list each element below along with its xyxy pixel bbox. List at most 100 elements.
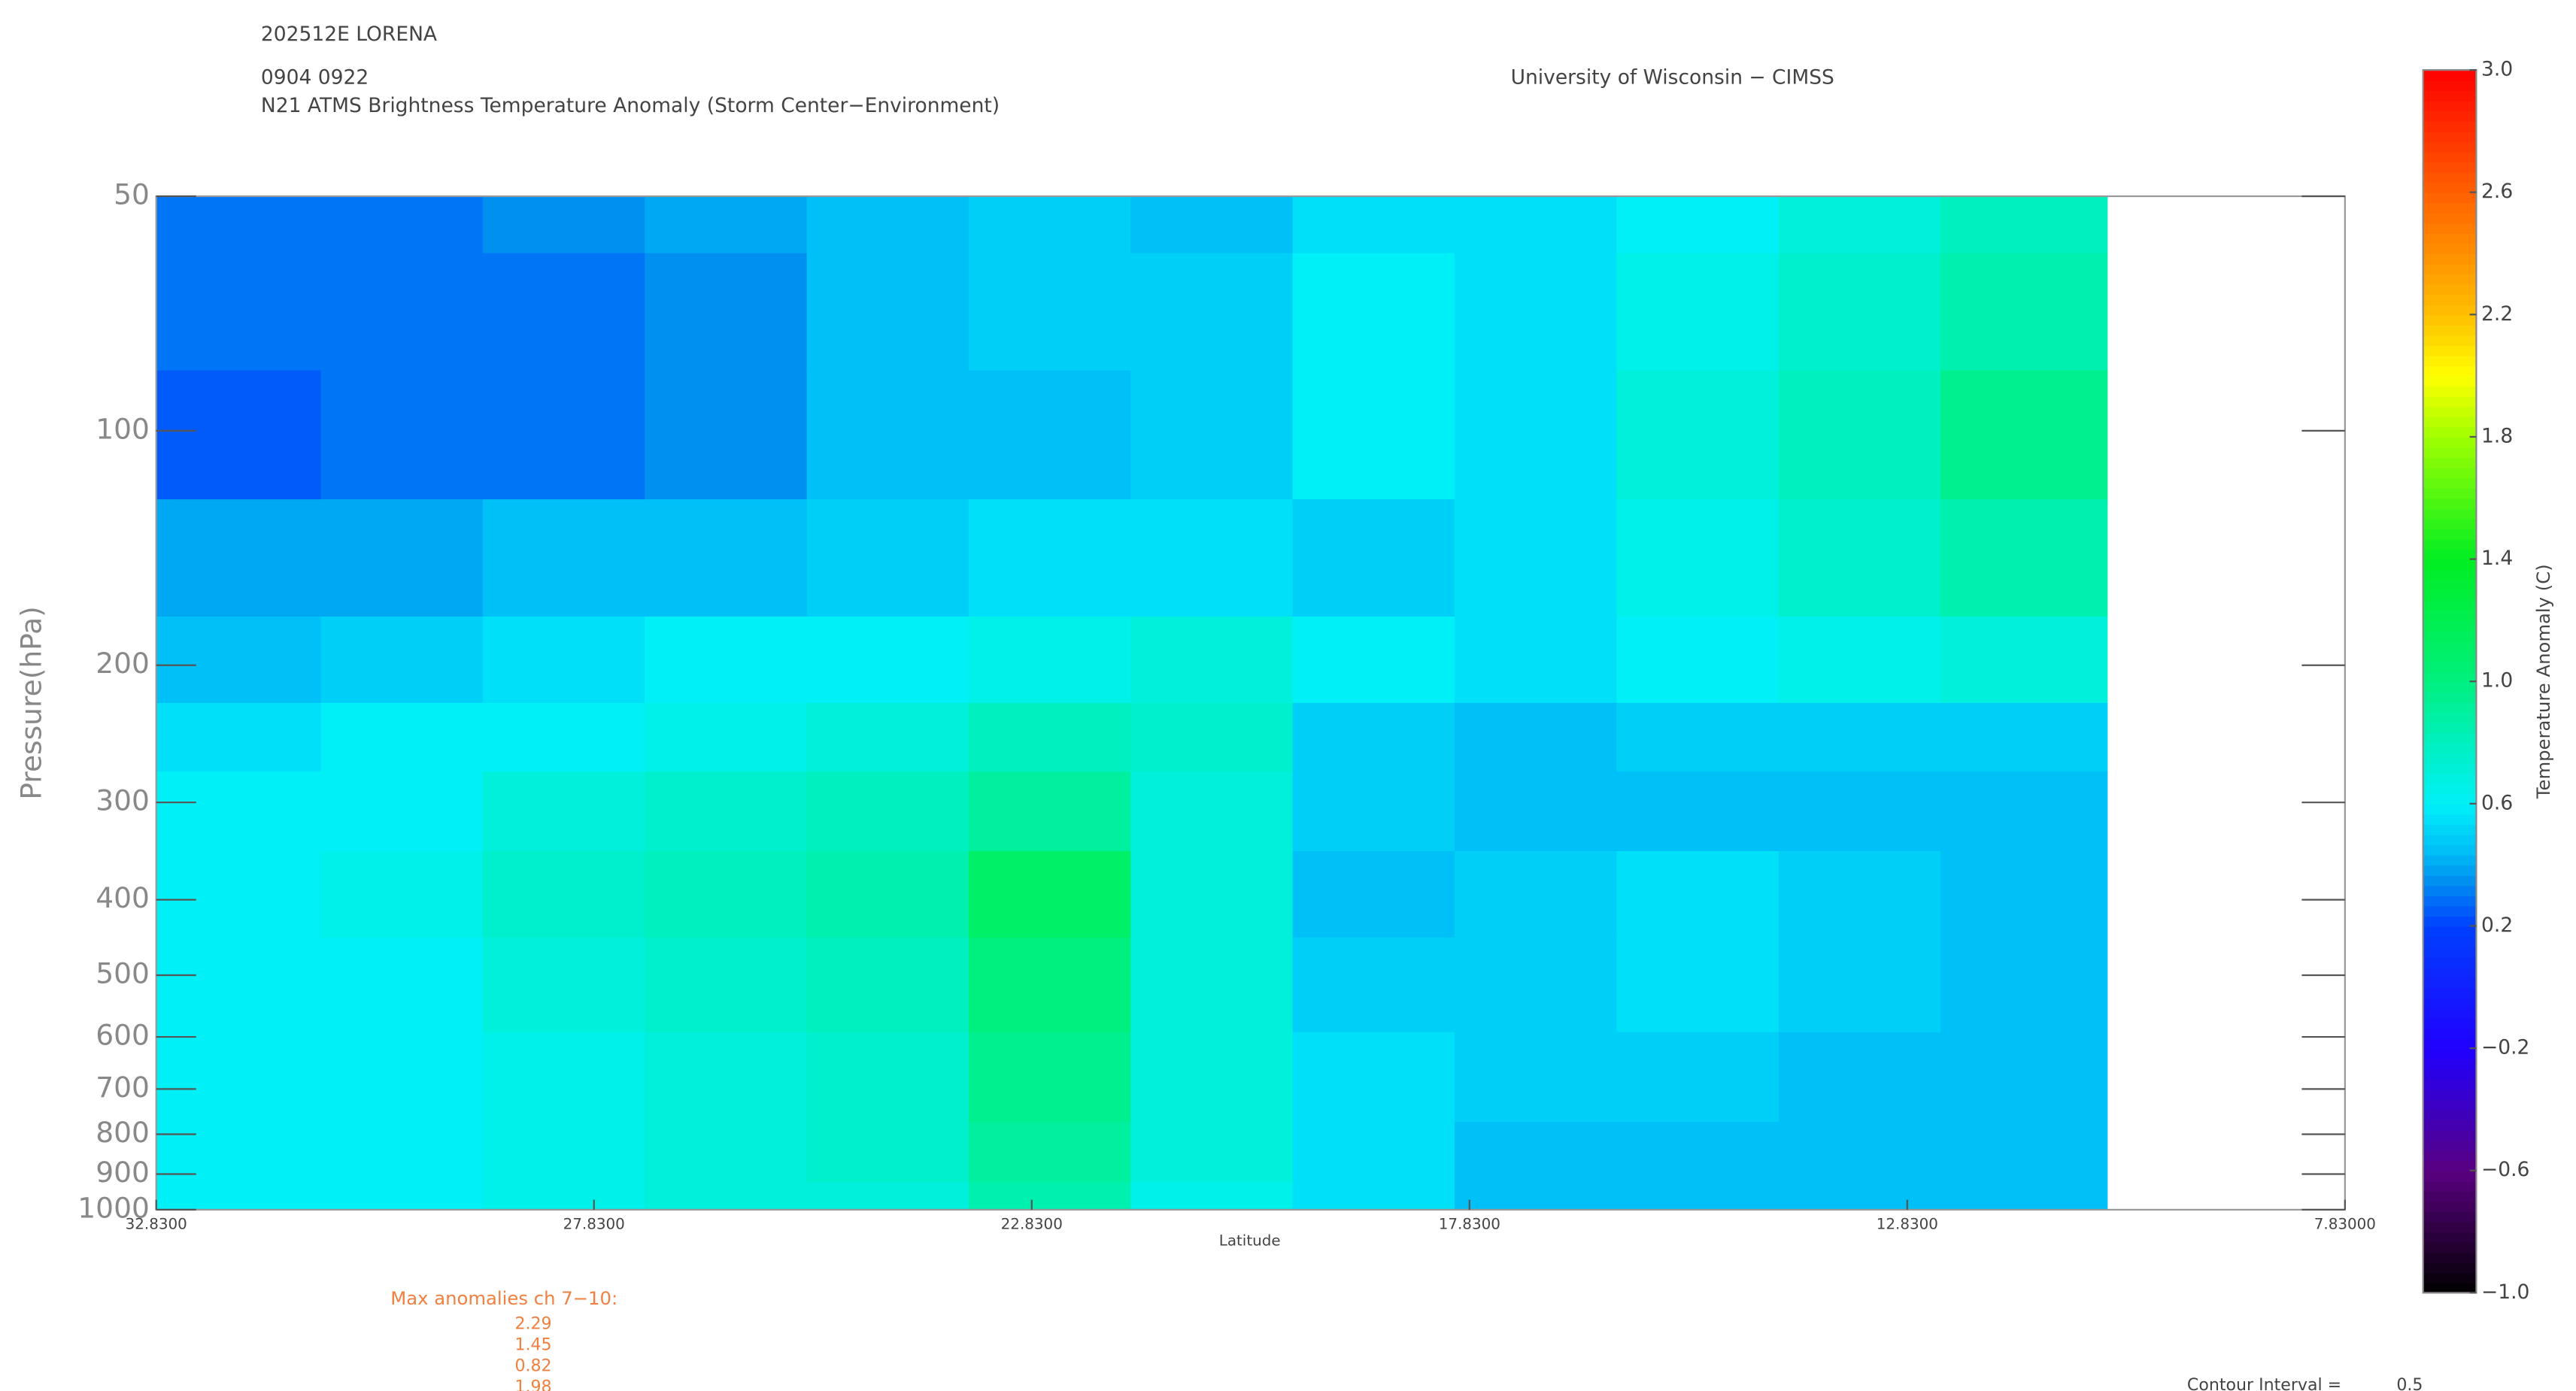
colorbar-tick-label: −1.0 [2481, 1280, 2529, 1304]
colorbar-swatch [2423, 1272, 2477, 1283]
contour-cell [320, 1122, 484, 1183]
contour-cell [1616, 195, 1780, 254]
y-tick-label: 500 [96, 957, 150, 990]
colorbar-swatch [2423, 1190, 2477, 1202]
contour-cell [156, 1182, 322, 1210]
colorbar-swatch [2423, 1282, 2477, 1294]
colorbar-swatch [2423, 304, 2477, 316]
colorbar-swatch [2423, 844, 2477, 856]
contour-cell [645, 702, 808, 773]
contour-cell [482, 370, 646, 501]
max-title: Max anomalies ch 7−10: [390, 1287, 617, 1309]
y-tick-label: 200 [96, 647, 150, 680]
contour-cell [1455, 253, 1618, 371]
colorbar-swatch [2423, 202, 2477, 214]
contour-cell [1940, 1032, 2108, 1123]
contour-cell [1616, 937, 1780, 1033]
colorbar-swatch [2423, 335, 2477, 347]
colorbar-swatch [2423, 1058, 2477, 1070]
colorbar-swatch [2423, 641, 2477, 652]
colorbar-swatch [2423, 773, 2477, 784]
colorbar-swatch [2423, 1262, 2477, 1274]
colorbar-swatch [2423, 620, 2477, 632]
contour-cell [1940, 370, 2108, 501]
contour-cell [968, 370, 1132, 501]
colorbar-swatch [2423, 1211, 2477, 1223]
contour-cell [645, 850, 808, 938]
contour-cell [156, 771, 322, 853]
colorbar-tick-label: 0.6 [2481, 791, 2513, 814]
contour-cell [1616, 617, 1780, 705]
contour-cell [482, 850, 646, 938]
contour-cell [1455, 1122, 1618, 1183]
contour-cell [1778, 850, 1942, 938]
max-anomaly: 2.29 [514, 1314, 551, 1333]
contour-cell [968, 771, 1132, 853]
colorbar-swatch [2423, 1160, 2477, 1171]
contour-cell [1455, 195, 1618, 254]
y-tick-label: 1000 [77, 1191, 150, 1224]
colorbar-swatch [2423, 1048, 2477, 1059]
y-tick-label: 600 [96, 1019, 150, 1052]
colorbar-swatch [2423, 589, 2477, 601]
x-tick-label: 17.8300 [1439, 1215, 1500, 1232]
contour-cell [1616, 370, 1780, 501]
colorbar-swatch [2423, 426, 2477, 438]
contour-cell [320, 702, 484, 773]
colorbar-swatch [2423, 182, 2477, 193]
contour-cell [1616, 253, 1780, 371]
x-tick-label: 7.83000 [2314, 1215, 2376, 1232]
contour-cell [645, 1182, 808, 1210]
colorbar-tick-label: −0.2 [2481, 1036, 2529, 1059]
contour-cell [1778, 1122, 1942, 1183]
colorbar-swatch [2423, 232, 2477, 244]
contour-cell [482, 499, 646, 618]
contour-cell [320, 850, 484, 938]
contour-cell [968, 499, 1132, 618]
contour-field [156, 195, 2108, 1210]
contour-cell [1616, 499, 1780, 618]
colorbar-swatch [2423, 447, 2477, 459]
colorbar-swatch [2423, 100, 2477, 112]
contour-cell [645, 195, 808, 254]
colorbar-swatch [2423, 956, 2477, 968]
colorbar-swatch [2423, 1232, 2477, 1243]
contour-cell [156, 253, 322, 371]
contour-cell [645, 253, 808, 371]
colorbar-swatch [2423, 1129, 2477, 1141]
colorbar-swatch [2423, 702, 2477, 713]
colorbar-tick-label: 1.8 [2481, 424, 2513, 447]
colorbar-swatch [2423, 518, 2477, 530]
contour-cell [1292, 499, 1456, 618]
contour-cell [645, 370, 808, 501]
colorbar-swatch [2423, 681, 2477, 692]
contour-cell [806, 499, 970, 618]
colorbar-swatch [2423, 865, 2477, 876]
colorbar-swatch [2423, 171, 2477, 183]
y-tick-label: 100 [96, 412, 150, 445]
contour-cell [1940, 771, 2108, 853]
contour-cell [1130, 771, 1294, 853]
contour-cell [1778, 499, 1942, 618]
colorbar-swatch [2423, 162, 2477, 173]
contour-cell [482, 253, 646, 371]
contour-cell [1292, 617, 1456, 705]
colorbar-swatch [2423, 579, 2477, 591]
contour-cell [320, 1032, 484, 1123]
colorbar-swatch [2423, 386, 2477, 397]
colorbar-swatch [2423, 314, 2477, 326]
y-tick-label: 700 [96, 1071, 150, 1104]
colorbar-swatch [2423, 1150, 2477, 1162]
y-tick-label: 50 [114, 177, 150, 211]
colorbar-swatch [2423, 732, 2477, 744]
colorbar-swatch [2423, 1068, 2477, 1080]
contour-cell [320, 617, 484, 705]
contour-cell [1292, 1032, 1456, 1123]
colorbar-swatch [2423, 538, 2477, 550]
contour-cell [645, 1122, 808, 1183]
contour-cell [156, 499, 322, 618]
contour-cell [1616, 850, 1780, 938]
contour-cell [968, 702, 1132, 773]
colorbar-swatch [2423, 294, 2477, 305]
